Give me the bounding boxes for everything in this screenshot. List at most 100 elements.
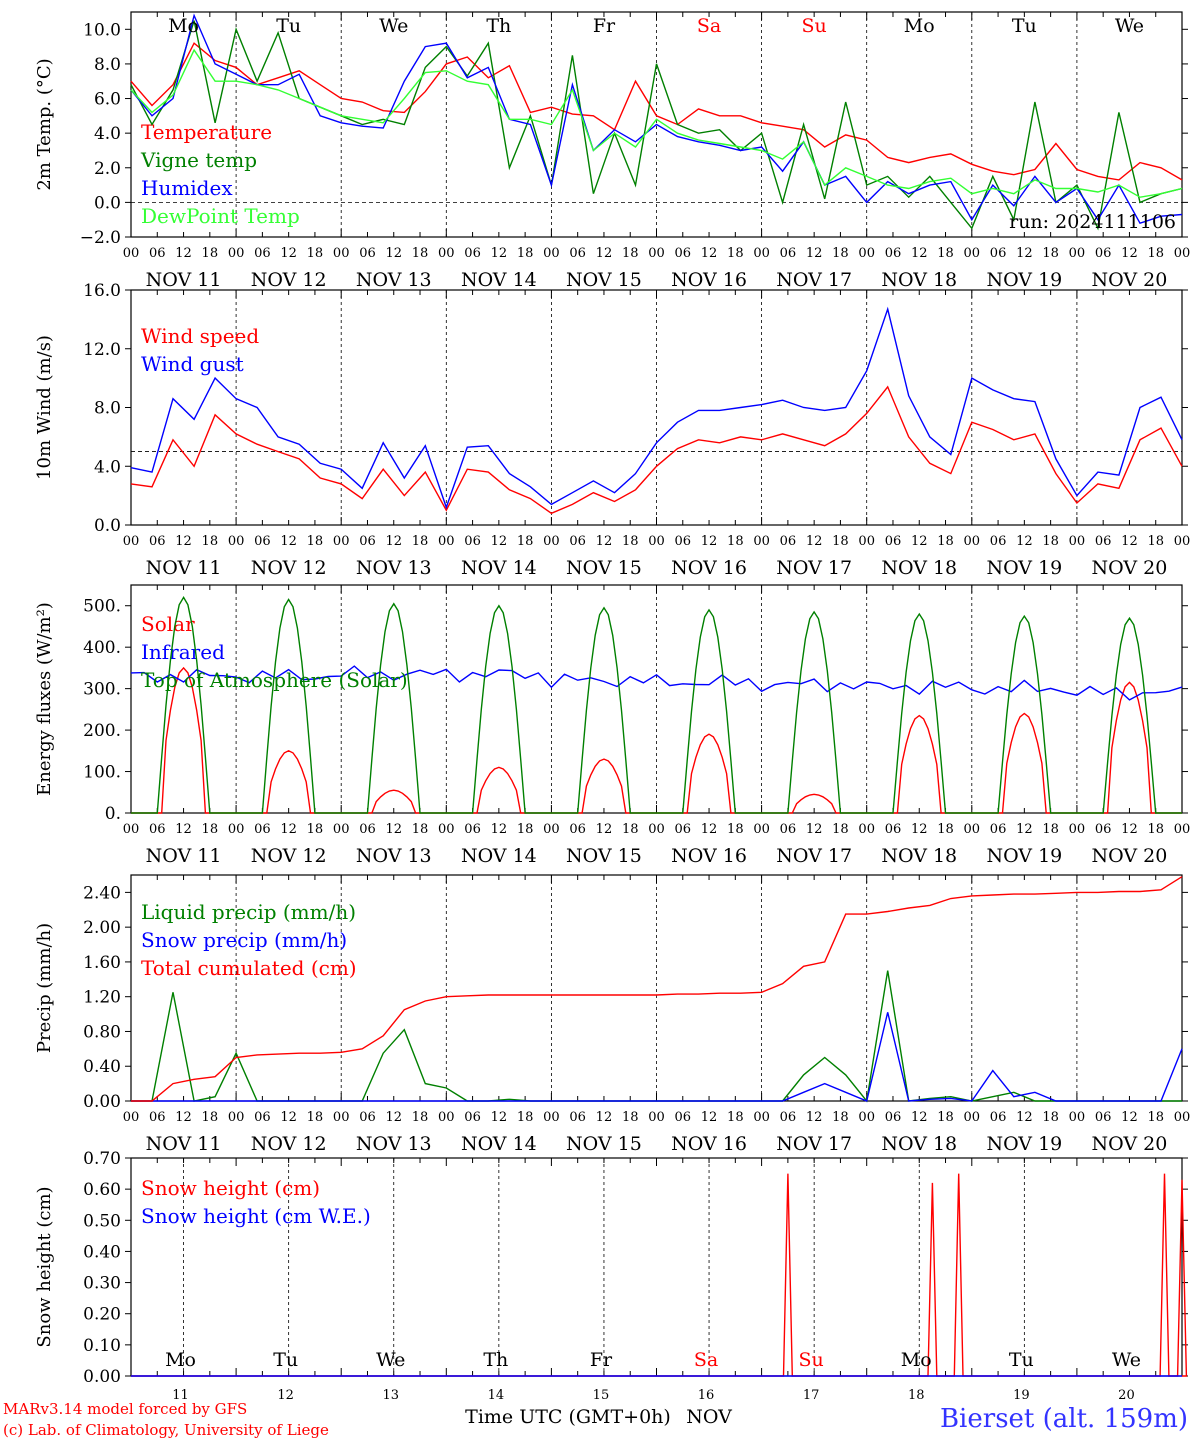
hour-label: 18 xyxy=(937,822,954,837)
hour-label: 12 xyxy=(491,822,508,837)
date-label: NOV 20 xyxy=(1092,557,1168,579)
hour-label: 12 xyxy=(175,1110,192,1125)
legend-entry: Snow height (cm) xyxy=(141,1176,320,1200)
hour-label: 18 xyxy=(937,534,954,549)
hour-label: 00 xyxy=(1174,246,1191,261)
date-label: NOV 16 xyxy=(671,269,747,291)
hour-label: 18 xyxy=(202,822,219,837)
hour-label: 00 xyxy=(543,1110,560,1125)
hour-label: 00 xyxy=(753,246,770,261)
hour-label: 18 xyxy=(832,822,849,837)
hour-label: 00 xyxy=(438,246,455,261)
day-name: Sa xyxy=(697,15,721,37)
hour-label: 12 xyxy=(280,246,297,261)
hour-label: 12 xyxy=(701,1110,718,1125)
hour-label: 18 xyxy=(622,822,639,837)
y-tick-label: 300. xyxy=(83,680,121,700)
hour-label: 06 xyxy=(1095,822,1112,837)
hour-label: 06 xyxy=(464,534,481,549)
day-name: Su xyxy=(802,15,827,37)
legend-entry: Total cumulated (cm) xyxy=(141,956,357,980)
run-label: run: 2024111106 xyxy=(1009,211,1176,233)
hour-label: 00 xyxy=(1174,1110,1191,1125)
hour-label: 18 xyxy=(622,534,639,549)
date-label: NOV 16 xyxy=(671,557,747,579)
hour-label: 18 xyxy=(202,1110,219,1125)
hour-label: 06 xyxy=(780,246,797,261)
hour-label: 06 xyxy=(359,534,376,549)
hour-label: 18 xyxy=(307,1110,324,1125)
hour-label: 00 xyxy=(1069,1110,1086,1125)
date-label: NOV 14 xyxy=(461,1133,537,1155)
y-tick-label: 6.0 xyxy=(94,90,121,110)
y-tick-label: 200. xyxy=(83,721,121,741)
hour-label: 18 xyxy=(412,534,429,549)
hour-label: 00 xyxy=(753,822,770,837)
hour-label: 12 xyxy=(175,534,192,549)
y-tick-label: 1.20 xyxy=(83,988,121,1008)
hour-label: 00 xyxy=(438,534,455,549)
hour-label: 06 xyxy=(254,246,271,261)
hour-label: 06 xyxy=(149,822,166,837)
day-number: 11 xyxy=(172,1388,189,1403)
day-name: Su xyxy=(799,1349,824,1371)
date-label: NOV 18 xyxy=(881,557,957,579)
date-label: NOV 13 xyxy=(356,1133,432,1155)
hour-label: 06 xyxy=(990,534,1007,549)
date-label: NOV 15 xyxy=(566,845,642,867)
date-label: NOV 11 xyxy=(146,557,222,579)
y-tick-label: 2.40 xyxy=(83,883,121,903)
hour-label: 06 xyxy=(359,1110,376,1125)
hour-label: 12 xyxy=(280,822,297,837)
hour-label: 00 xyxy=(1069,534,1086,549)
hour-label: 12 xyxy=(491,534,508,549)
hour-label: 18 xyxy=(832,534,849,549)
hour-label: 18 xyxy=(727,534,744,549)
hour-label: 00 xyxy=(753,1110,770,1125)
hour-label: 06 xyxy=(675,246,692,261)
day-name: We xyxy=(1115,15,1144,37)
hour-label: 18 xyxy=(517,822,534,837)
day-name: We xyxy=(379,15,408,37)
y-tick-label: 0.70 xyxy=(83,1149,121,1169)
hour-label: 12 xyxy=(491,1110,508,1125)
hour-label: 12 xyxy=(175,246,192,261)
y-tick-label: −2.0 xyxy=(80,228,121,248)
hour-label: 06 xyxy=(990,1110,1007,1125)
hour-label: 18 xyxy=(517,1110,534,1125)
date-label: NOV 13 xyxy=(356,557,432,579)
hour-label: 12 xyxy=(491,246,508,261)
hour-label: 00 xyxy=(333,822,350,837)
day-number: 13 xyxy=(382,1388,399,1403)
hour-label: 06 xyxy=(780,534,797,549)
hour-label: 06 xyxy=(359,822,376,837)
legend-entry: Wind gust xyxy=(141,352,244,376)
y-tick-label: 0.0 xyxy=(94,516,121,536)
series-line-wind-gust xyxy=(130,306,1183,510)
hour-label: 06 xyxy=(569,246,586,261)
hour-label: 18 xyxy=(1042,822,1059,837)
hour-label: 12 xyxy=(1121,246,1138,261)
hour-label: 06 xyxy=(1095,534,1112,549)
hour-label: 12 xyxy=(911,246,928,261)
hour-label: 18 xyxy=(517,534,534,549)
y-tick-label: 0.10 xyxy=(83,1336,121,1356)
y-tick-label: 400. xyxy=(83,638,121,658)
date-label: NOV 15 xyxy=(566,1133,642,1155)
date-label: NOV 13 xyxy=(356,845,432,867)
day-name: Tu xyxy=(1012,15,1037,37)
hour-label: 06 xyxy=(569,534,586,549)
hour-label: 06 xyxy=(885,822,902,837)
hour-label: 18 xyxy=(412,246,429,261)
hour-label: 12 xyxy=(1121,822,1138,837)
y-tick-label: 0.0 xyxy=(94,193,121,213)
hour-label: 18 xyxy=(727,822,744,837)
date-label: NOV 19 xyxy=(986,1133,1062,1155)
hour-label: 00 xyxy=(964,822,981,837)
hour-label: 00 xyxy=(858,246,875,261)
hour-label: 00 xyxy=(543,534,560,549)
hour-label: 00 xyxy=(1069,246,1086,261)
date-label: NOV 14 xyxy=(461,845,537,867)
day-name: Th xyxy=(483,1349,508,1371)
